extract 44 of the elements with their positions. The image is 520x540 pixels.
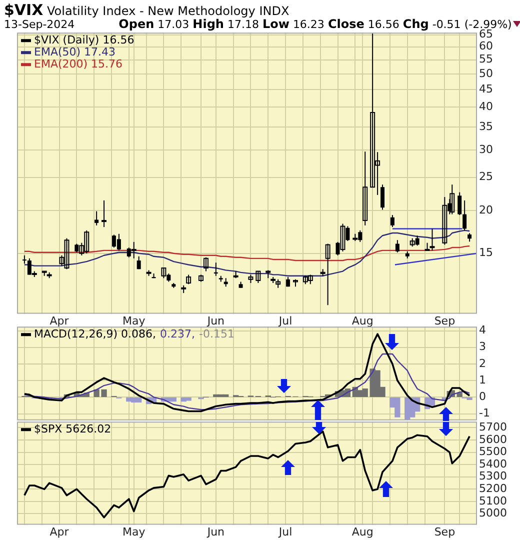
legend-label: $VIX (Daily) 16.56 — [34, 33, 134, 46]
y-tick-label: 5700 — [479, 420, 507, 434]
x-tick-label: May — [122, 525, 146, 538]
y-tick-label: 5600 — [479, 432, 507, 446]
x-tick-label: Jul — [278, 314, 292, 328]
x-tick-label: Jul — [278, 525, 292, 538]
y-tick-label: -1 — [479, 406, 490, 420]
text: -0.151 — [199, 327, 234, 340]
y-tick-label: 4 — [479, 324, 486, 337]
y-tick-label: 40 — [479, 100, 493, 114]
y-tick-label: 30 — [479, 142, 493, 156]
y-tick-label: 25 — [479, 170, 493, 184]
y-tick-label: 5300 — [479, 470, 507, 483]
legend-label: EMA(200) 15.76 — [34, 57, 123, 70]
x-tick-label: Jun — [206, 525, 225, 538]
x-tick-label: Sep — [434, 525, 456, 538]
x-tick-label: Aug — [352, 525, 374, 538]
y-tick-label: 5200 — [479, 482, 507, 496]
y-tick-label: 55 — [479, 52, 493, 66]
x-tick-label: Sep — [434, 314, 456, 328]
y-tick-label: 50 — [479, 66, 493, 80]
y-tick-label: 5000 — [479, 506, 507, 520]
x-tick-label: Aug — [352, 314, 374, 328]
y-tick-label: 5400 — [479, 457, 507, 470]
y-tick-label: 35 — [479, 120, 493, 133]
y-tick-label: 5100 — [479, 494, 507, 508]
x-tick-label: Apr — [50, 525, 70, 538]
legend-label: EMA(50) 17.43 — [34, 45, 116, 58]
legend-label: $SPX 5626.02 — [34, 422, 112, 436]
y-tick-label: 20 — [479, 203, 493, 216]
y-tick-label: 15 — [479, 246, 493, 260]
text: 0.237, — [160, 327, 196, 340]
y-tick-label: 0 — [479, 390, 486, 404]
y-tick-label: 3 — [479, 340, 486, 354]
y-tick-label: 60 — [479, 40, 493, 53]
legend-label: MACD(12,26,9) 0.086, — [34, 327, 156, 340]
y-tick-label: 1 — [479, 373, 486, 386]
x-tick-label: Jun — [206, 314, 225, 328]
y-tick-label: 2 — [479, 356, 486, 370]
y-tick-label: 5500 — [479, 445, 507, 458]
y-tick-label: 45 — [479, 82, 493, 96]
x-tick-label: May — [122, 314, 146, 328]
chart-title: $VIX Volatility Index - New Methodology INDX — [4, 1, 290, 19]
x-tick-label: Apr — [50, 314, 70, 328]
